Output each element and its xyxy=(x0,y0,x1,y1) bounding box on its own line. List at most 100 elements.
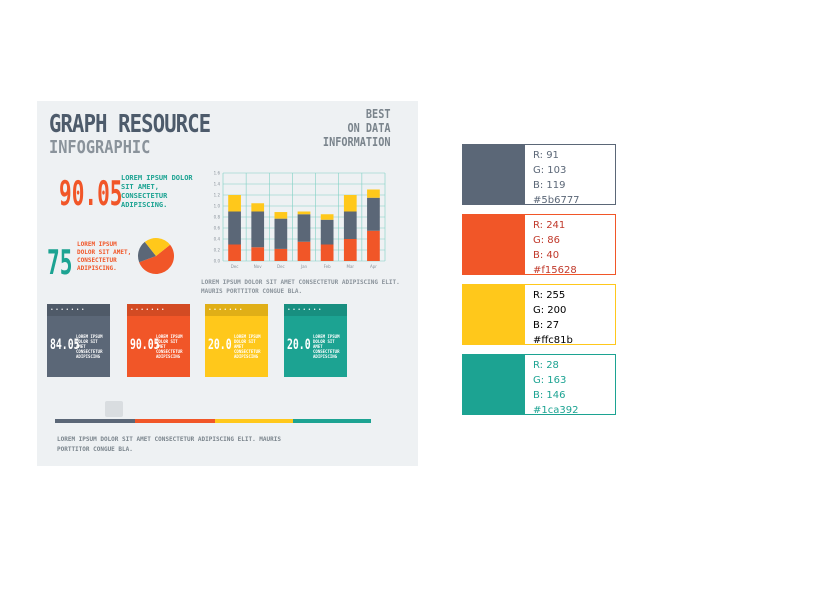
bar-segment xyxy=(343,239,357,261)
swatch-g: G: 86 xyxy=(533,235,561,246)
bar-segment xyxy=(297,211,311,215)
color-strip-segment xyxy=(55,419,135,423)
y-tick-label: 0.0 xyxy=(214,259,221,264)
swatch-chip xyxy=(463,215,525,274)
bar-segment xyxy=(320,244,334,261)
swatch-values: R: 241 G: 86 B: 40 #f15628 xyxy=(533,218,577,278)
bar-segment xyxy=(367,197,380,231)
footer-caption: LOREM IPSUM DOLOR SIT AMET CONSECTETUR A… xyxy=(57,436,281,453)
card-header xyxy=(127,304,190,316)
swatch-r: R: 255 xyxy=(533,290,566,301)
bar-segment xyxy=(320,214,334,220)
card-text: LOREM IPSUM DOLOR SIT AMET CONSECTETUR A… xyxy=(234,334,261,359)
bar-segment xyxy=(228,211,241,245)
card-text: LOREM IPSUM DOLOR SIT AMET CONSECTETUR A… xyxy=(76,334,103,359)
swatch-b: B: 27 xyxy=(533,320,560,331)
bar-segment xyxy=(228,244,241,261)
bar-segment xyxy=(274,218,288,249)
color-strip-segment xyxy=(215,419,293,423)
color-swatch-orange: R: 241 G: 86 B: 40 #f15628 xyxy=(462,214,616,278)
best-line: BEST xyxy=(365,107,390,121)
swatch-r: R: 28 xyxy=(533,360,559,371)
card-header xyxy=(47,304,110,316)
watermark-icon xyxy=(105,401,123,417)
stat-card-3: • • • • • • • 20.0 LOREM IPSUM DOLOR SIT… xyxy=(205,304,268,377)
bar-segment xyxy=(343,195,357,212)
color-swatch-slate: R: 91 G: 103 B: 119 #5b6777 xyxy=(462,144,616,208)
x-tick-label: Jan xyxy=(300,264,308,269)
y-tick-label: 0.2 xyxy=(214,248,221,253)
bar-segment xyxy=(228,195,241,212)
card-dots: • • • • • • • xyxy=(288,307,322,313)
swatch-r: R: 241 xyxy=(533,220,566,231)
swatch-hex: #f15628 xyxy=(533,265,577,276)
pie-slice xyxy=(139,244,174,274)
card-header xyxy=(205,304,268,316)
bar-segment xyxy=(251,203,265,212)
swatch-values: R: 91 G: 103 B: 119 #5b6777 xyxy=(533,148,580,208)
card-dots: • • • • • • • xyxy=(131,307,165,313)
stat-text-2: LOREM IPSUM DOLOR SIT AMET, CONSECTETUR … xyxy=(77,241,132,272)
color-strip-segment xyxy=(293,419,371,423)
card-dots: • • • • • • • xyxy=(51,307,85,313)
infographic-title: GRAPH RESOURCE xyxy=(49,109,211,138)
bar-segment xyxy=(297,214,311,242)
swatch-hex: #5b6777 xyxy=(533,195,580,206)
x-tick-label: Dec xyxy=(277,264,285,269)
pie-chart xyxy=(138,238,174,274)
x-tick-label: Dec xyxy=(231,264,239,269)
best-line: INFORMATION xyxy=(322,135,390,149)
color-swatch-teal: R: 28 G: 163 B: 146 #1ca392 xyxy=(462,354,616,418)
swatch-b: B: 119 xyxy=(533,180,566,191)
stat-card-2: • • • • • • • 90.05 LOREM IPSUM DOLOR SI… xyxy=(127,304,190,377)
bar-segment xyxy=(320,219,334,245)
swatch-g: G: 200 xyxy=(533,305,567,316)
x-tick-label: Mar xyxy=(347,264,355,269)
swatch-g: G: 163 xyxy=(533,375,567,386)
color-strip-segment xyxy=(135,419,215,423)
card-text: LOREM IPSUM DOLOR SIT AMET CONSECTETUR A… xyxy=(156,334,183,359)
bar-segment xyxy=(343,211,357,239)
swatch-b: B: 146 xyxy=(533,390,566,401)
card-value: 90.05 xyxy=(130,337,160,353)
swatch-values: R: 255 G: 200 B: 27 #ffc81b xyxy=(533,288,573,348)
x-tick-label: Apr xyxy=(370,264,377,269)
stat-text-1: LOREM IPSUM DOLOR SIT AMET, CONSECTETUR … xyxy=(121,174,193,209)
infographic-image: GRAPH RESOURCE INFOGRAPHIC BEST ON DATA … xyxy=(37,101,418,466)
color-swatch-yellow: R: 255 G: 200 B: 27 #ffc81b xyxy=(462,284,616,348)
card-value: 20.0 xyxy=(208,337,232,353)
swatch-r: R: 91 xyxy=(533,150,559,161)
bar-segment xyxy=(251,247,265,261)
y-tick-label: 1.4 xyxy=(214,182,221,187)
infographic-subtitle: INFOGRAPHIC xyxy=(49,137,151,158)
y-tick-label: 1.6 xyxy=(214,171,221,176)
swatch-chip xyxy=(463,145,525,204)
bar-segment xyxy=(367,189,380,198)
bar-segment xyxy=(251,211,265,248)
swatch-hex: #1ca392 xyxy=(533,405,579,416)
bar-segment xyxy=(297,241,311,261)
y-tick-label: 1.0 xyxy=(214,204,221,209)
card-text: LOREM IPSUM DOLOR SIT AMET CONSECTETUR A… xyxy=(313,334,340,359)
swatch-chip xyxy=(463,355,525,414)
swatch-values: R: 28 G: 163 B: 146 #1ca392 xyxy=(533,358,578,418)
y-tick-label: 1.2 xyxy=(214,193,221,198)
pie-slice xyxy=(144,238,171,256)
card-dots: • • • • • • • xyxy=(209,307,243,313)
x-tick-label: Nov xyxy=(254,264,262,269)
y-tick-label: 0.6 xyxy=(214,226,221,231)
swatch-g: G: 103 xyxy=(533,165,567,176)
best-line: ON DATA xyxy=(347,121,390,135)
stat-card-1: • • • • • • • 84.05 LOREM IPSUM DOLOR SI… xyxy=(47,304,110,377)
y-tick-label: 0.8 xyxy=(214,215,221,220)
bar-segment xyxy=(367,230,380,261)
y-tick-label: 0.4 xyxy=(214,237,221,242)
chart-caption: LOREM IPSUM DOLOR SIT AMET CONSECTETUR A… xyxy=(201,279,400,295)
bar-segment xyxy=(274,212,288,219)
pie-slice xyxy=(138,241,156,263)
bar-segment xyxy=(274,248,288,261)
swatch-chip xyxy=(463,285,525,344)
best-heading: BEST ON DATA INFORMATION xyxy=(322,107,390,149)
swatch-hex: #ffc81b xyxy=(533,335,573,346)
card-value: 20.0 xyxy=(287,337,311,353)
